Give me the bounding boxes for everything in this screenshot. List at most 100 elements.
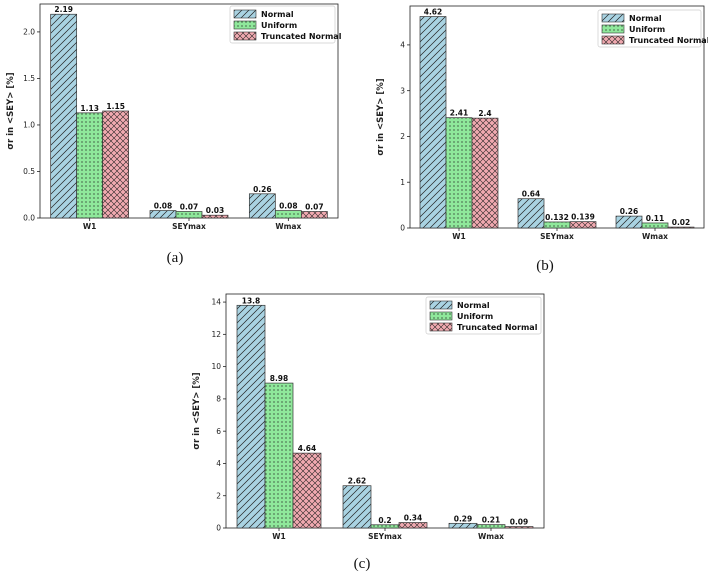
data-label: 0.09 <box>510 518 529 527</box>
legend-label-normal: Normal <box>457 301 490 310</box>
legend-label-truncated-normal: Truncated Normal <box>261 32 342 41</box>
bar-truncated-normal <box>667 226 695 229</box>
data-label: 2.41 <box>450 109 469 118</box>
bar-uniform <box>274 210 302 219</box>
bar-uniform <box>445 117 473 229</box>
legend-swatch-normal <box>601 13 625 23</box>
legend: Normal Uniform Truncated Normal <box>229 5 342 44</box>
chart-panel-c: 0 2 4 6 8 10 12 14 W1 13.8 8.98 4.64 SEYmax 2.62 0.2 0… <box>192 293 545 541</box>
data-label: 0.34 <box>404 514 423 523</box>
legend-label-uniform: Uniform <box>629 25 665 34</box>
bar-normal <box>236 304 266 529</box>
data-label: 2.19 <box>54 5 73 14</box>
y-tick-label: 0 <box>216 524 221 533</box>
y-tick-label: 12 <box>211 330 221 339</box>
bar-truncated-normal <box>471 117 499 229</box>
panel-caption-b: (b) <box>536 258 554 274</box>
y-tick-label: 0.5 <box>23 167 35 176</box>
x-tick-label: W1 <box>272 532 286 541</box>
data-label: 1.13 <box>80 104 99 113</box>
data-label: 0.07 <box>180 202 199 211</box>
bars: W1 2.19 1.13 1.15 SEYmax 0.08 0.07 0.03 Wmax 0.26… <box>50 5 328 231</box>
bar-uniform <box>175 211 203 219</box>
panel-caption-a: (a) <box>167 250 184 266</box>
y-tick-label: 0.0 <box>23 214 35 223</box>
legend-swatch-truncated-normal <box>601 35 625 45</box>
bar-uniform <box>476 524 506 529</box>
bars: W1 13.8 8.98 4.64 SEYmax 2.62 0.2 0.34 Wmax 0.29 0… <box>236 296 534 541</box>
data-label: 4.62 <box>424 8 443 17</box>
data-label: 4.64 <box>298 444 317 453</box>
x-tick-label: SEYmax <box>368 532 402 541</box>
bar-normal <box>448 522 478 529</box>
bar-uniform <box>76 112 104 219</box>
bar-uniform <box>641 222 669 229</box>
legend-label-normal: Normal <box>261 10 294 19</box>
legend-label-truncated-normal: Truncated Normal <box>629 36 708 45</box>
y-tick-label: 1 <box>400 178 405 187</box>
y-tick-label: 14 <box>211 298 221 307</box>
data-label: 0.26 <box>253 185 272 194</box>
y-axis-label: σr in <SEY> [%] <box>192 372 202 449</box>
bar-normal <box>50 13 78 219</box>
x-tick-label: Wmax <box>275 222 301 231</box>
legend: Normal Uniform Truncated Normal <box>597 9 708 48</box>
data-label: 13.8 <box>242 296 261 305</box>
legend-swatch-normal <box>429 300 453 310</box>
y-axis: 0.0 0.5 1.0 1.5 2.0 <box>23 28 40 223</box>
legend-swatch-uniform <box>601 24 625 34</box>
legend-swatch-uniform <box>233 20 257 30</box>
data-label: 0.11 <box>646 214 665 223</box>
bar-normal <box>615 215 643 229</box>
legend-swatch-truncated-normal <box>233 31 257 41</box>
y-tick-label: 2.0 <box>23 28 35 37</box>
bar-truncated-normal <box>504 526 534 529</box>
bar-truncated-normal <box>201 214 229 219</box>
bar-normal <box>149 210 177 219</box>
x-tick-label: W1 <box>83 222 97 231</box>
data-label: 0.08 <box>154 202 173 211</box>
y-tick-label: 3 <box>400 86 405 95</box>
x-tick-label: Wmax <box>642 232 668 241</box>
data-label: 0.21 <box>482 516 501 525</box>
data-label: 0.132 <box>545 213 569 222</box>
y-axis-label: σr in <SEY> [%] <box>6 72 16 149</box>
x-tick-label: W1 <box>452 232 466 241</box>
data-label: 0.29 <box>454 514 473 523</box>
chart-panel-a: 0.0 0.5 1.0 1.5 2.0 W1 2.19 1.13 1.15 SEYmax 0.08… <box>6 3 342 231</box>
x-tick-label: SEYmax <box>540 232 574 241</box>
data-label: 0.2 <box>378 516 391 525</box>
legend-label-uniform: Uniform <box>261 21 297 30</box>
legend: Normal Uniform Truncated Normal <box>425 296 542 335</box>
bar-truncated-normal <box>398 522 428 529</box>
data-label: 0.03 <box>206 206 225 215</box>
y-tick-label: 1.5 <box>23 74 35 83</box>
bar-normal <box>342 485 372 529</box>
bar-truncated-normal <box>569 221 597 229</box>
bar-truncated-normal <box>102 110 130 219</box>
data-label: 0.64 <box>522 190 541 199</box>
bar-normal <box>517 198 545 229</box>
data-label: 8.98 <box>270 374 289 383</box>
bar-truncated-normal <box>300 211 328 219</box>
legend-label-truncated-normal: Truncated Normal <box>457 323 538 332</box>
y-tick-label: 10 <box>211 362 221 371</box>
legend-label-uniform: Uniform <box>457 312 493 321</box>
y-tick-label: 0 <box>400 224 405 233</box>
y-tick-label: 8 <box>216 394 221 403</box>
data-label: 0.02 <box>672 218 691 227</box>
x-tick-label: SEYmax <box>172 222 206 231</box>
bar-uniform <box>543 221 571 229</box>
y-tick-label: 4 <box>216 459 221 468</box>
legend-swatch-uniform <box>429 311 453 321</box>
data-label: 0.139 <box>571 213 595 222</box>
legend-box <box>425 296 542 335</box>
bar-uniform <box>264 382 294 529</box>
bar-truncated-normal <box>292 452 322 529</box>
y-tick-label: 6 <box>216 427 221 436</box>
y-tick-label: 1.0 <box>23 121 35 130</box>
y-axis: 0 1 2 3 4 <box>400 41 410 233</box>
data-label: 0.07 <box>305 202 324 211</box>
